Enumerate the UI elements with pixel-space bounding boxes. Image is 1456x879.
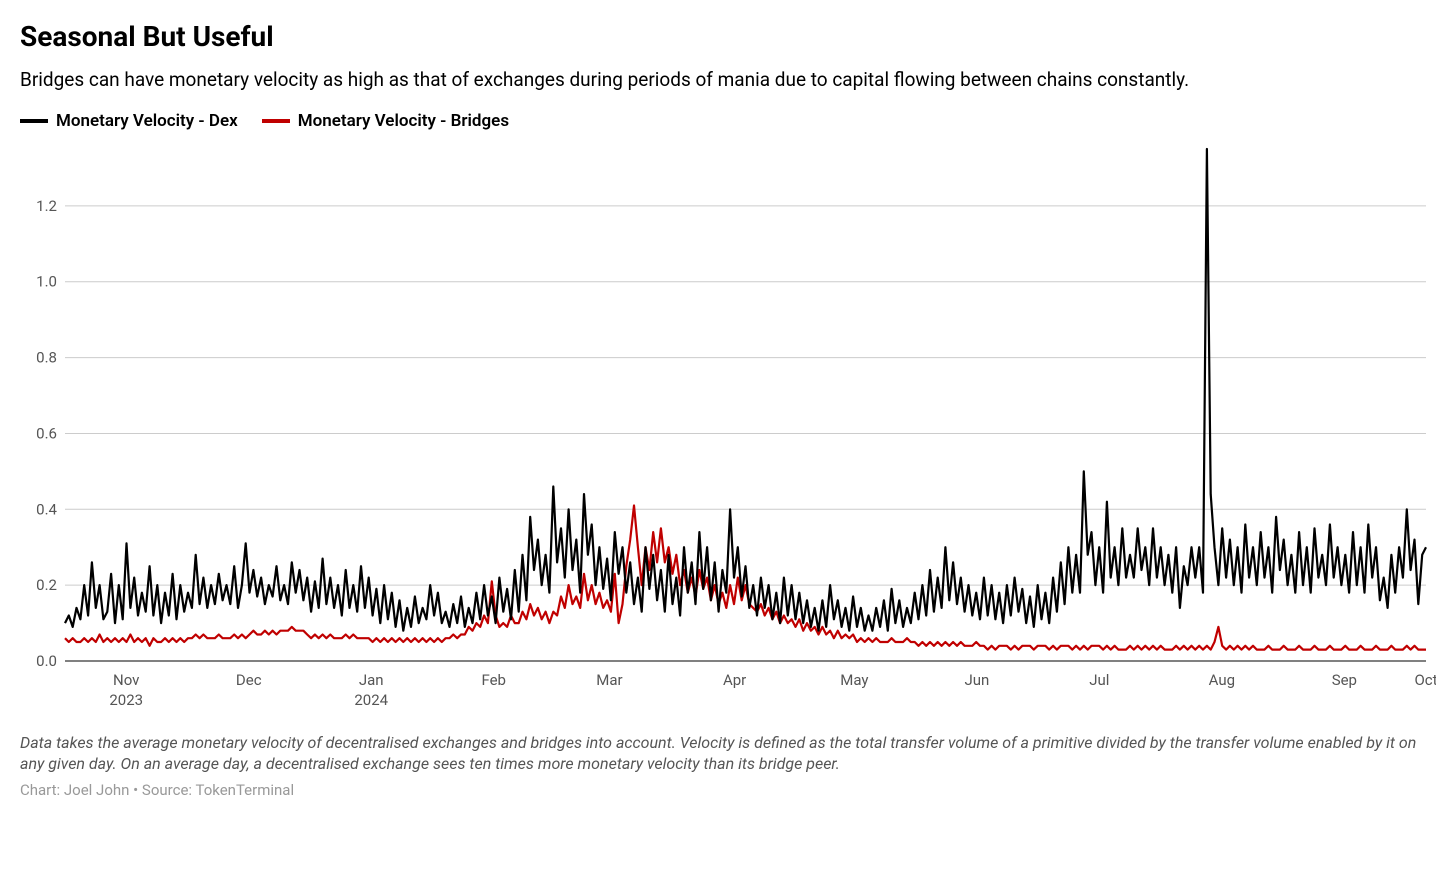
- svg-text:Nov: Nov: [113, 671, 139, 689]
- chart-title: Seasonal But Useful: [20, 20, 1436, 53]
- line-dex: [65, 149, 1426, 631]
- svg-text:Jan: Jan: [359, 671, 384, 689]
- svg-text:1.2: 1.2: [36, 197, 57, 215]
- legend: Monetary Velocity - Dex Monetary Velocit…: [20, 111, 1436, 131]
- svg-text:0.4: 0.4: [36, 500, 57, 518]
- legend-swatch-bridges: [262, 119, 290, 123]
- svg-text:Jul: Jul: [1089, 671, 1109, 689]
- svg-text:Sep: Sep: [1332, 671, 1357, 689]
- svg-text:2023: 2023: [109, 691, 143, 709]
- svg-text:Dec: Dec: [236, 671, 262, 689]
- svg-text:Aug: Aug: [1209, 671, 1235, 689]
- legend-item-dex: Monetary Velocity - Dex: [20, 111, 238, 131]
- svg-text:May: May: [840, 671, 868, 689]
- legend-item-bridges: Monetary Velocity - Bridges: [262, 111, 509, 131]
- legend-label-dex: Monetary Velocity - Dex: [56, 111, 238, 131]
- chart-footnote: Data takes the average monetary velocity…: [20, 732, 1436, 775]
- svg-text:Apr: Apr: [723, 671, 746, 689]
- svg-text:0.0: 0.0: [36, 652, 57, 670]
- svg-text:0.8: 0.8: [36, 348, 57, 366]
- chart-subtitle: Bridges can have monetary velocity as hi…: [20, 67, 1436, 93]
- svg-text:Feb: Feb: [481, 671, 506, 689]
- svg-text:Jun: Jun: [964, 671, 989, 689]
- svg-text:2024: 2024: [354, 691, 388, 709]
- svg-text:0.2: 0.2: [36, 576, 57, 594]
- legend-label-bridges: Monetary Velocity - Bridges: [298, 111, 509, 131]
- chart-attribution: Chart: Joel John • Source: TokenTerminal: [20, 781, 1436, 799]
- svg-text:0.6: 0.6: [36, 424, 57, 442]
- svg-text:Oct: Oct: [1414, 671, 1436, 689]
- svg-text:1.0: 1.0: [36, 272, 57, 290]
- chart-svg: 0.0 0.2 0.4 0.6 0.8 1.0 1.2 Nov 2023 Dec Jan 2024 Fe…: [20, 141, 1436, 716]
- legend-swatch-dex: [20, 119, 48, 123]
- svg-text:Mar: Mar: [596, 671, 622, 689]
- chart-area: 0.0 0.2 0.4 0.6 0.8 1.0 1.2 Nov 2023 Dec Jan 2024 Fe…: [20, 141, 1436, 716]
